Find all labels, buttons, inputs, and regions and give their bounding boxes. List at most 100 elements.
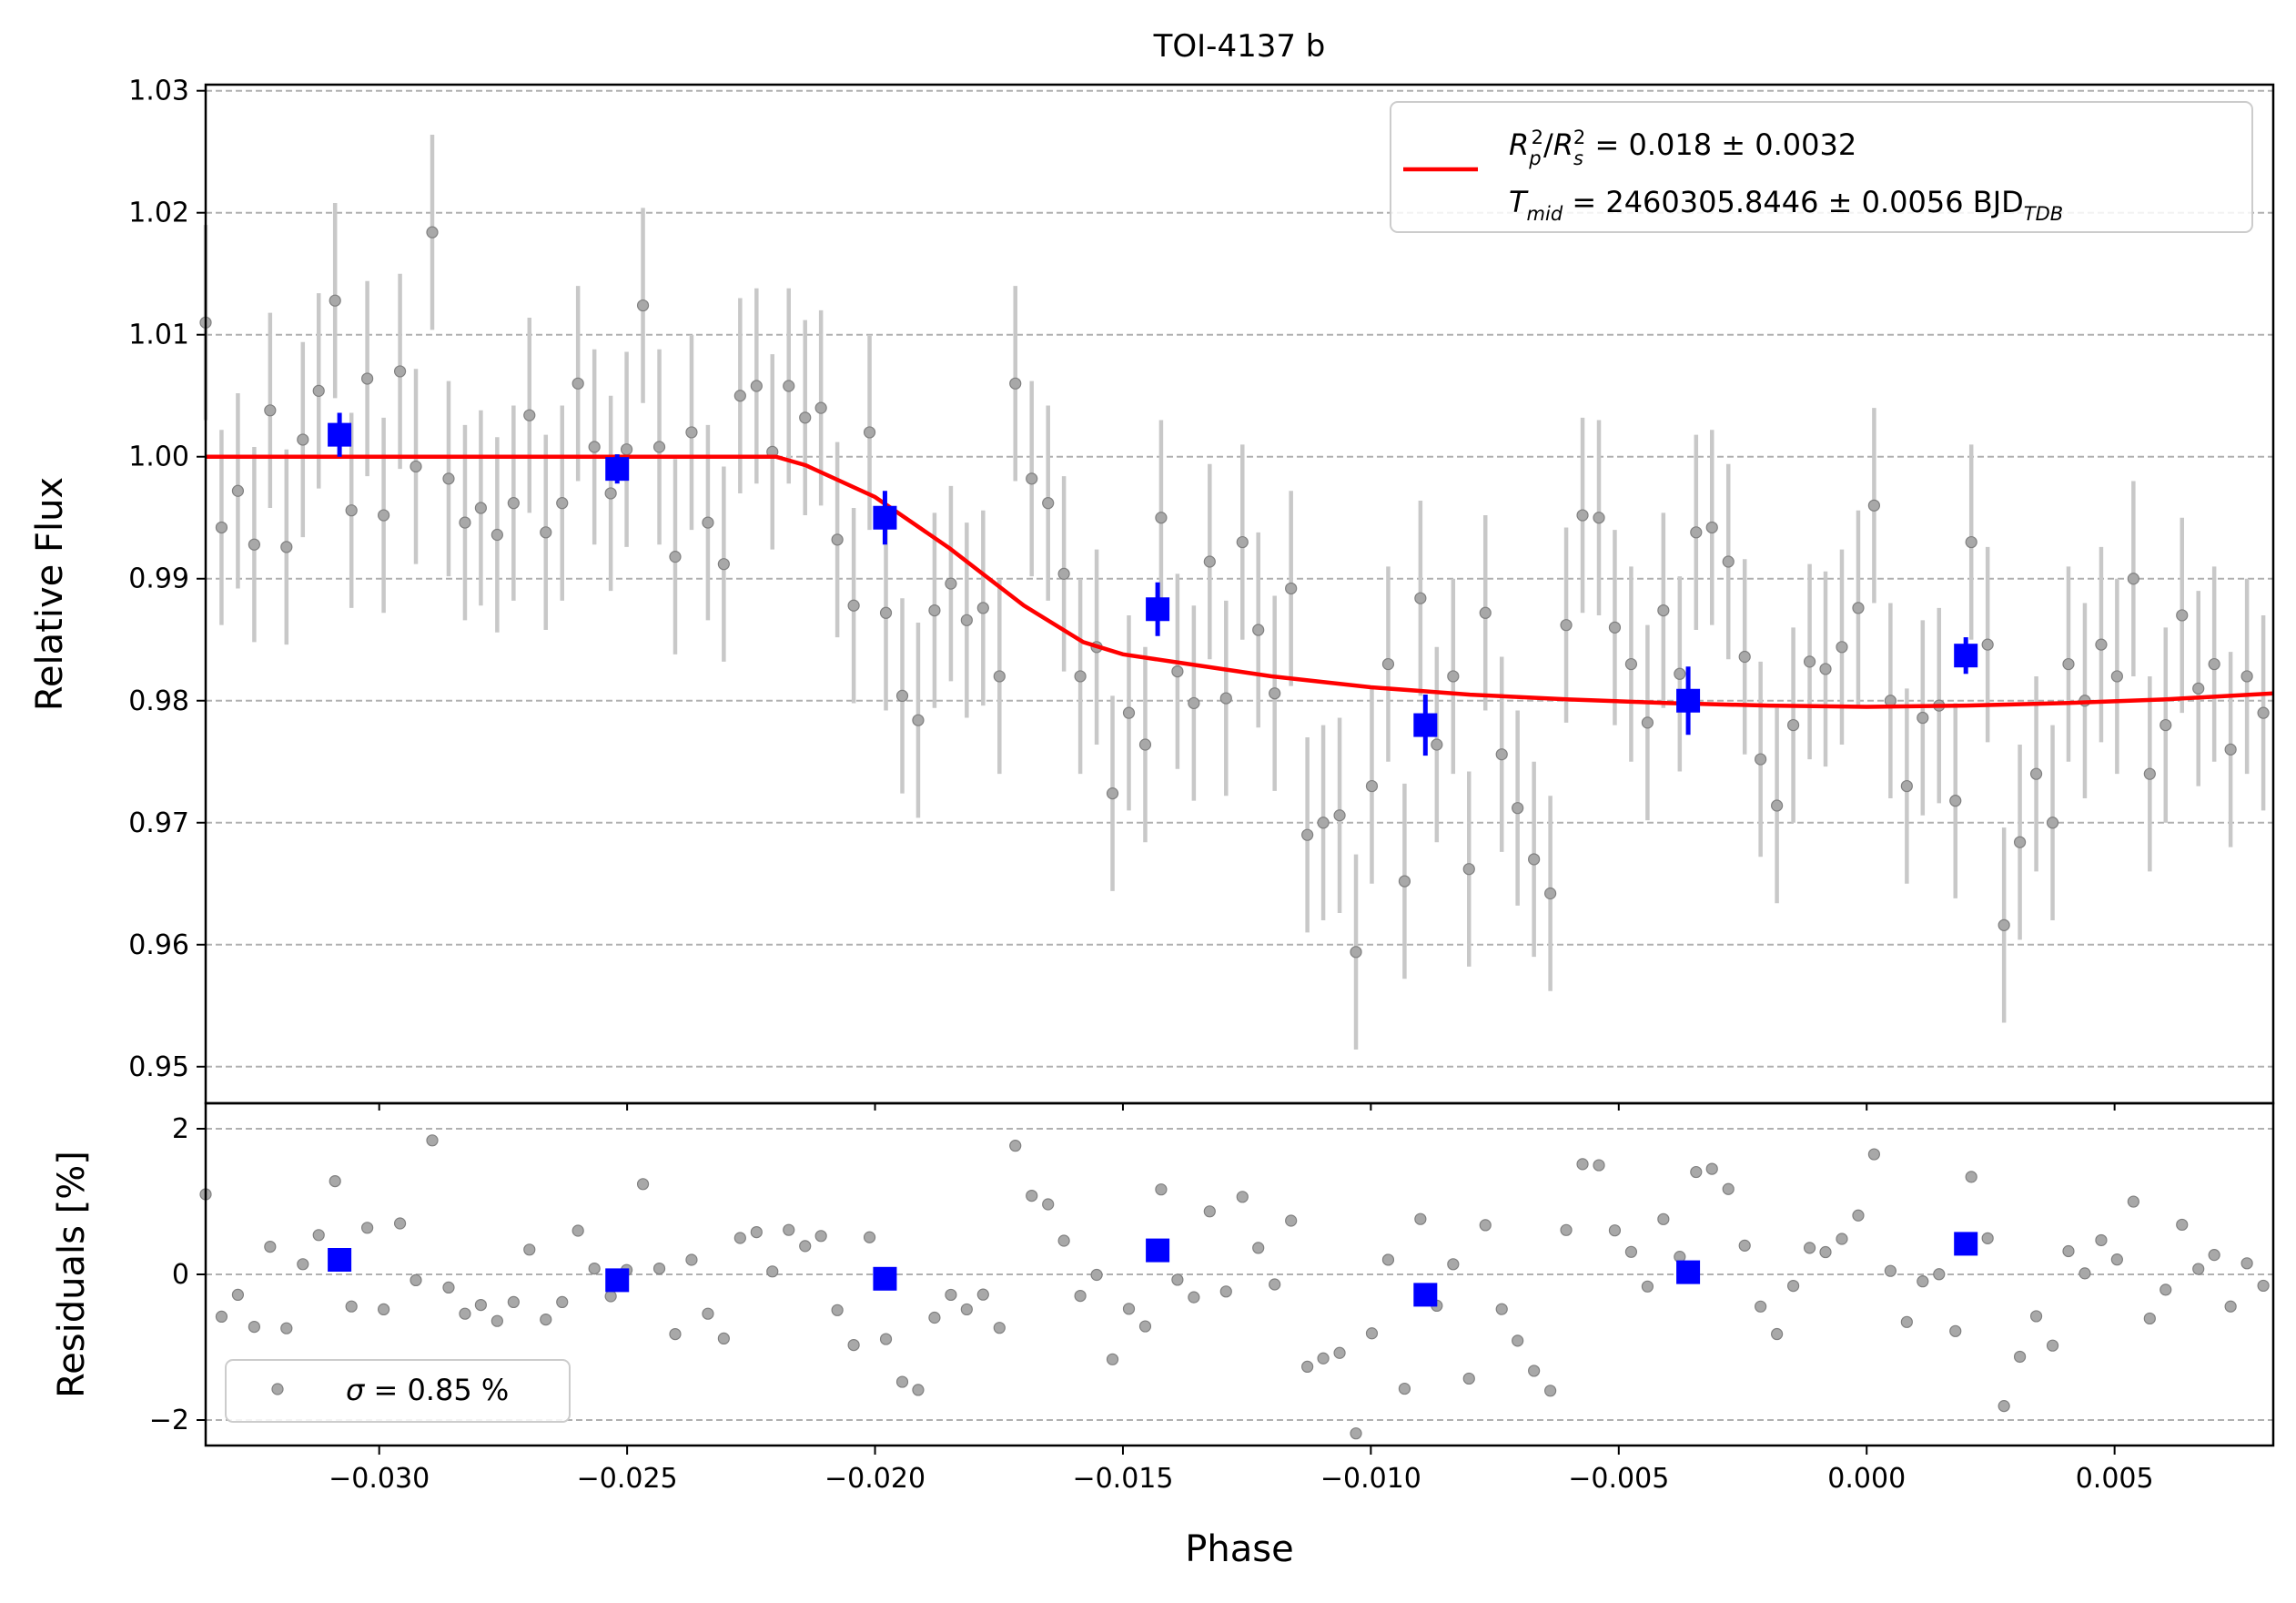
- raw-residual-point: [2208, 1249, 2220, 1262]
- raw-flux-point: [2224, 743, 2237, 756]
- flux-y-tick-label: 0.95: [128, 1051, 189, 1083]
- raw-residual-point: [2029, 1310, 2043, 1323]
- raw-flux-point: [410, 460, 422, 473]
- raw-flux-point: [1690, 526, 1703, 539]
- raw-residual-point: [459, 1307, 471, 1320]
- raw-residual-point: [847, 1338, 860, 1352]
- raw-residual-point: [1624, 1245, 1638, 1258]
- raw-residual-point: [2257, 1279, 2270, 1293]
- raw-flux-point: [1042, 497, 1055, 510]
- flux-y-tick-label: 1.00: [128, 441, 189, 473]
- raw-flux-point: [1771, 799, 1784, 812]
- raw-flux-point: [2046, 817, 2059, 829]
- raw-flux-point: [945, 577, 957, 590]
- raw-flux-point: [993, 670, 1006, 683]
- raw-residual-point: [1738, 1239, 1751, 1252]
- residuals-y-axis-label: Residuals [%]: [51, 1151, 93, 1398]
- raw-flux-point: [1219, 692, 1232, 705]
- residuals-panel: −2 0 2 Residuals [%] σ = 0.85 %: [51, 1101, 2275, 1455]
- tmid-legend-entry: Tmid = 2460305.8446 ± 0.0056 BJDTDB: [1509, 185, 2063, 225]
- binned-flux-point: [605, 457, 630, 482]
- raw-residual-point: [1106, 1353, 1119, 1365]
- phase-tick-labels: −0.030 −0.025 −0.020 −0.015 −0.010 −0.005 0.00…: [329, 1463, 2153, 1495]
- flux-y-tick-label: 1.02: [128, 198, 189, 229]
- raw-residual-point: [1512, 1334, 1524, 1347]
- raw-residual-point: [1381, 1253, 1395, 1266]
- raw-flux-point: [2208, 657, 2220, 671]
- raw-residual-point: [2062, 1244, 2075, 1258]
- sigma-legend-symbol: σ: [346, 1373, 366, 1407]
- raw-flux-point: [1657, 604, 1670, 617]
- raw-residual-point: [2176, 1218, 2189, 1232]
- raw-residual-point: [1981, 1232, 1994, 1244]
- raw-residual-point: [556, 1295, 569, 1309]
- raw-flux-point: [669, 551, 682, 563]
- raw-residual-point: [1057, 1234, 1070, 1247]
- raw-flux-point: [248, 538, 260, 551]
- raw-flux-point: [297, 433, 309, 446]
- raw-residual-point: [297, 1258, 309, 1271]
- raw-residual-point: [1933, 1268, 1946, 1281]
- raw-residual-point: [1641, 1280, 1654, 1293]
- raw-residual-point: [2192, 1263, 2205, 1275]
- raw-flux-point: [733, 390, 746, 402]
- raw-residual-point: [1608, 1224, 1622, 1237]
- raw-residual-point: [1786, 1279, 1800, 1293]
- raw-flux-point: [1705, 521, 1718, 534]
- raw-residual-point: [717, 1332, 730, 1345]
- raw-residual-point: [831, 1304, 844, 1316]
- raw-flux-point: [474, 502, 487, 514]
- flux-panel: 0.95 0.96 0.97 0.98 0.99 1.00 1.01 1.02 1.03 Rel…: [29, 76, 2275, 1111]
- raw-flux-point: [1026, 472, 1038, 485]
- raw-residual-point: [1705, 1162, 1718, 1175]
- raw-residual-point: [2143, 1312, 2156, 1325]
- raw-residual-point: [1803, 1242, 1816, 1254]
- raw-residual-point: [1350, 1427, 1362, 1440]
- raw-flux-point: [1171, 665, 1184, 678]
- raw-flux-point: [620, 443, 633, 456]
- raw-flux-point: [1301, 828, 1314, 841]
- flux-x-ticks: [378, 1103, 2116, 1111]
- raw-residual-point: [1365, 1327, 1379, 1340]
- raw-flux-point: [442, 472, 455, 485]
- raw-flux-point: [2159, 718, 2172, 732]
- raw-residual-point: [1155, 1183, 1168, 1196]
- raw-residual-point: [1219, 1285, 1232, 1298]
- raw-flux-point: [2062, 657, 2075, 671]
- raw-flux-point: [1576, 509, 1589, 522]
- raw-residual-point: [426, 1134, 439, 1147]
- raw-flux-point: [831, 533, 844, 546]
- raw-flux-point: [702, 516, 714, 529]
- raw-residual-point: [604, 1290, 617, 1303]
- raw-flux-point: [2240, 670, 2253, 683]
- flux-panel-frame: [204, 83, 2275, 1105]
- raw-flux-point: [264, 404, 277, 417]
- raw-residual-point: [377, 1303, 390, 1316]
- raw-residual-point: [2224, 1300, 2237, 1313]
- raw-flux-point: [1674, 667, 1686, 680]
- raw-residual-point: [1042, 1198, 1055, 1211]
- raw-residual-point: [733, 1232, 746, 1244]
- raw-flux-point: [2110, 670, 2123, 683]
- depth-legend-rs-sup: 2: [1573, 127, 1585, 148]
- sigma-legend: σ = 0.85 %: [225, 1359, 571, 1423]
- binned-residual-point: [1676, 1260, 1701, 1284]
- raw-residual-point: [329, 1174, 341, 1188]
- sigma-legend-marker: [271, 1383, 284, 1395]
- raw-residual-point: [1414, 1212, 1427, 1225]
- raw-flux-point: [1917, 711, 1929, 725]
- tmid-legend-value: = 2460305.8446 ± 0.0056 BJD: [1563, 185, 2024, 219]
- raw-flux-point: [1138, 738, 1152, 751]
- raw-flux-point: [1852, 602, 1865, 614]
- raw-residual-point: [2095, 1233, 2108, 1247]
- raw-residual-point: [1998, 1400, 2010, 1413]
- raw-flux-point: [1269, 687, 1281, 700]
- raw-residual-point: [1528, 1365, 1541, 1377]
- raw-residual-point: [474, 1298, 487, 1312]
- depth-legend-rs: R: [1553, 127, 1573, 162]
- raw-residual-point: [1544, 1385, 1557, 1397]
- raw-residual-point: [540, 1313, 552, 1326]
- phase-tick-label: −0.010: [1320, 1463, 1421, 1495]
- raw-flux-point: [652, 441, 666, 453]
- depth-legend-rp: R: [1509, 127, 1529, 162]
